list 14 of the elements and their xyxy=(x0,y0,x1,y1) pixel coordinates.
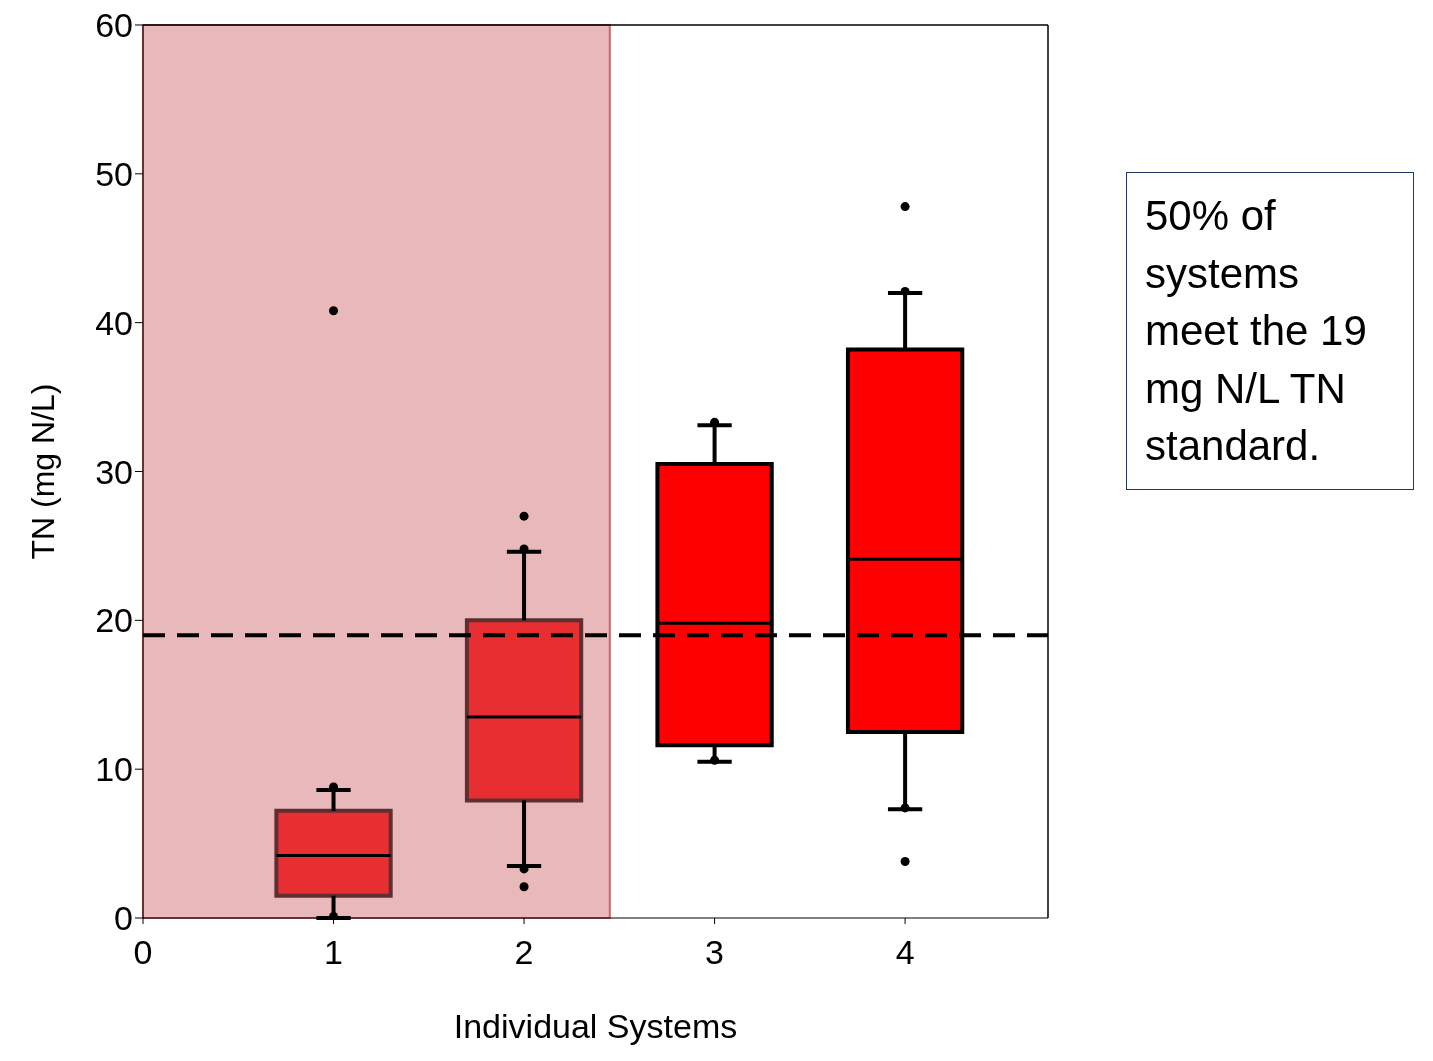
x-tick-label: 3 xyxy=(705,933,725,972)
y-tick-label: 50 xyxy=(95,154,133,193)
y-axis-title: TN (mg N/L) xyxy=(25,383,62,560)
x-tick-label: 2 xyxy=(514,933,534,972)
text: 50% of systems meet the 19 mg N/L TN standard. xyxy=(1126,172,1414,490)
y-tick-label: 40 xyxy=(95,303,133,342)
y-tick-label: 60 xyxy=(95,6,133,45)
y-tick-label: 10 xyxy=(95,750,133,789)
y-tick-label: 30 xyxy=(95,452,133,491)
x-tick-label: 4 xyxy=(895,933,915,972)
x-axis-title: Individual Systems xyxy=(453,1007,738,1045)
y-tick-label: 0 xyxy=(114,899,133,938)
x-tick-label: 1 xyxy=(324,933,343,972)
y-tick-label: 20 xyxy=(95,601,133,640)
